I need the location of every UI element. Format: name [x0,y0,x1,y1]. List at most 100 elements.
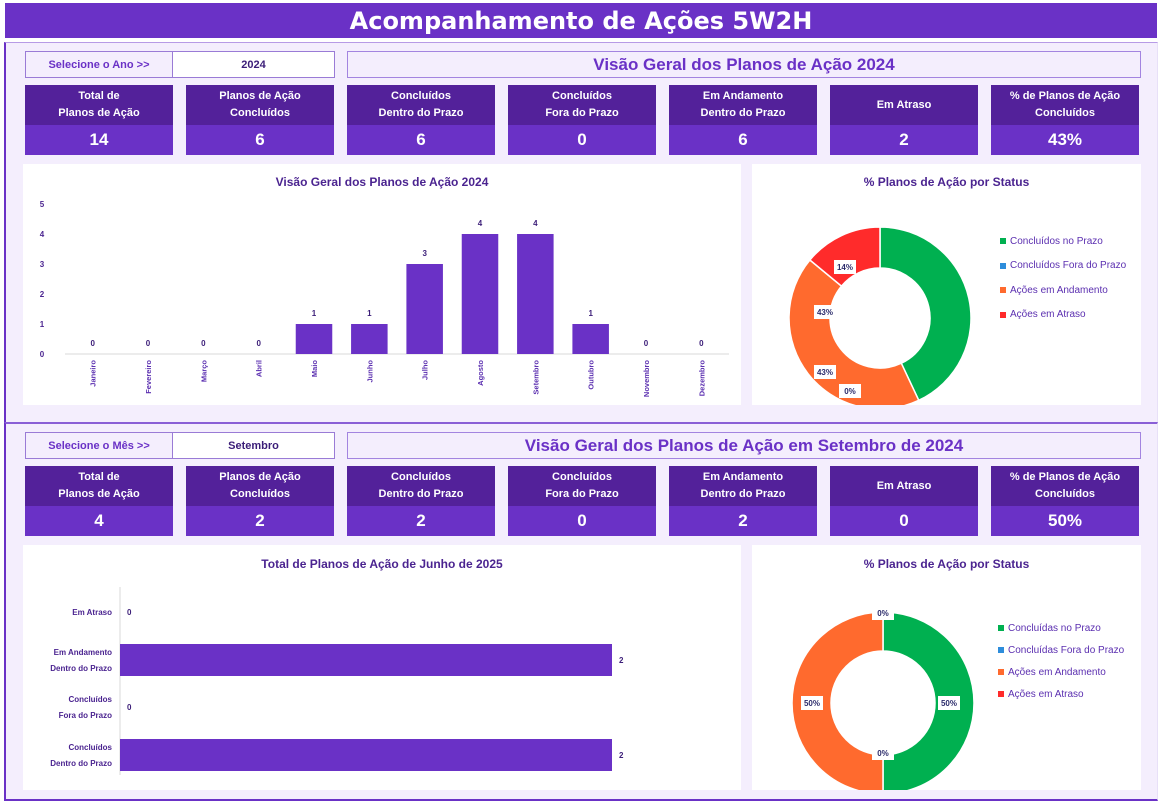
legend-item: Ações em Andamento [998,661,1124,683]
kpi-label-line1: Em Andamento [702,471,784,483]
bar-data-label: 1 [312,309,317,318]
legend-item: Ações em Atraso [1000,303,1126,328]
data-label-text: 0% [844,387,856,396]
bar [351,324,388,354]
bar-data-label: 0 [127,703,132,712]
kpi-label-line2: Concluídos [230,107,290,119]
legend-swatch-icon [998,669,1004,675]
donut-slice [788,258,920,405]
kpi-label-line2: Dentro do Prazo [378,107,464,119]
x-tick-label: Maio [310,360,319,378]
donut-data-label: 14% [834,260,856,274]
kpi-value: 0 [508,125,656,155]
x-tick-label: Julho [421,360,430,380]
y-tick-label: 4 [40,230,45,239]
bar-data-label: 2 [619,656,624,665]
month-kpi-card: Planos de Ação Concluídos 2 [186,466,334,536]
kpi-label-line1: Concluídos [391,90,451,102]
year-kpi-card: Planos de Ação Concluídos 6 [186,85,334,155]
data-label-text: 14% [837,263,853,272]
legend-label: Ações em Andamento [1010,284,1108,296]
kpi-label: Concluídos Dentro do Prazo [347,85,495,125]
data-label-box [801,696,823,710]
year-section: Selecione o Ano >> 2024 Visão Geral dos … [4,42,1158,422]
kpi-label: Planos de Ação Concluídos [186,466,334,506]
kpi-label-line2: Dentro do Prazo [700,488,786,500]
kpi-label-line1: % de Planos de Ação [1009,90,1121,102]
bar-data-label: 1 [588,309,593,318]
kpi-value: 2 [186,506,334,536]
legend-label: Ações em Andamento [1008,666,1106,678]
legend-swatch-icon [998,625,1004,631]
kpi-label: Em Atraso [830,85,978,125]
kpi-label-line2: Concluídos [1035,488,1095,500]
data-label-text: 0% [877,749,889,758]
x-tick-label: Outubro [587,360,596,390]
data-label-box [814,305,836,319]
data-label-text: 50% [941,699,957,708]
donut-slice [879,226,972,402]
legend-label: Concluídas no Prazo [1008,622,1101,634]
x-tick-label: Fevereiro [144,360,153,394]
kpi-label: Planos de Ação Concluídos [186,85,334,125]
legend-swatch-icon [1000,238,1006,245]
bar-data-label: 0 [256,339,261,348]
legend-label: Concluídos no Prazo [1010,235,1103,247]
year-selector-label: Selecione o Ano >> [25,51,173,78]
bar [517,234,554,354]
kpi-label-line2: Concluídos [1035,107,1095,119]
kpi-label-line1: Planos de Ação [219,90,301,102]
data-label-box [834,260,856,274]
kpi-label-line2: Planos de Ação [58,488,140,500]
kpi-label: Total de Planos de Ação [25,85,173,125]
year-kpi-card: Concluídos Fora do Prazo 0 [508,85,656,155]
legend-item: Concluídas no Prazo [998,617,1124,639]
y-tick-label: Em Atraso [72,608,112,617]
legend-swatch-icon [1000,311,1006,318]
donut-data-label: 50% [938,696,960,710]
legend-label: Ações em Atraso [1010,309,1086,321]
y-tick-label: Dentro do Prazo [50,759,112,768]
data-label-text: 43% [817,308,833,317]
kpi-label-line1: Total de [78,90,120,102]
data-label-box [839,384,861,398]
bar-data-label: 2 [619,751,624,760]
bar [120,739,612,771]
x-tick-label: Junho [365,360,374,383]
legend-swatch-icon [1000,287,1006,294]
monthly-bar-chart: 0 1 2 3 4 5 0 Janeiro 0 Fevereiro 0 Março 0 Abril 1 Mai… [40,200,729,397]
month-kpi-card: Em Atraso 0 [830,466,978,536]
data-label-box [872,606,894,620]
y-tick-label: 1 [40,320,45,329]
kpi-label-line1: Em Atraso [876,98,932,111]
y-tick-label: 5 [40,200,45,209]
y-tick-label: Dentro do Prazo [50,664,112,673]
donut-data-label: 0% [872,746,894,760]
legend-label: Ações em Atraso [1008,688,1084,700]
bar [572,324,609,354]
year-kpi-card: Concluídos Dentro do Prazo 6 [347,85,495,155]
year-selector-dropdown[interactable]: 2024 [173,51,335,78]
y-tick-label: Concluídos [68,695,112,704]
y-tick-label: Fora do Prazo [59,711,112,720]
kpi-label: Em Atraso [830,466,978,506]
status-donut-month-title: % Planos de Ação por Status [863,557,1030,571]
data-label-text: 50% [804,699,820,708]
donut-slice [808,226,881,288]
legend-item: Concluídos no Prazo [1000,229,1126,254]
kpi-label-line1: Concluídos [552,471,612,483]
year-section-title: Visão Geral dos Planos de Ação 2024 [347,51,1141,78]
kpi-value: 43% [991,125,1139,155]
data-label-box [814,365,836,379]
bar-data-label: 0 [146,339,151,348]
y-tick-label: Concluídos [68,743,112,752]
x-tick-label: Agosto [476,360,485,386]
kpi-label-line1: Total de [78,471,120,483]
legend-swatch-icon [998,647,1004,653]
kpi-label: Total de Planos de Ação [25,466,173,506]
kpi-label-line2: Planos de Ação [58,107,140,119]
month-selector-dropdown[interactable]: Setembro [173,432,335,459]
legend-item: Ações em Andamento [1000,278,1126,303]
donut-slice [882,611,975,790]
legend-label: Concluídas Fora do Prazo [1008,644,1125,656]
